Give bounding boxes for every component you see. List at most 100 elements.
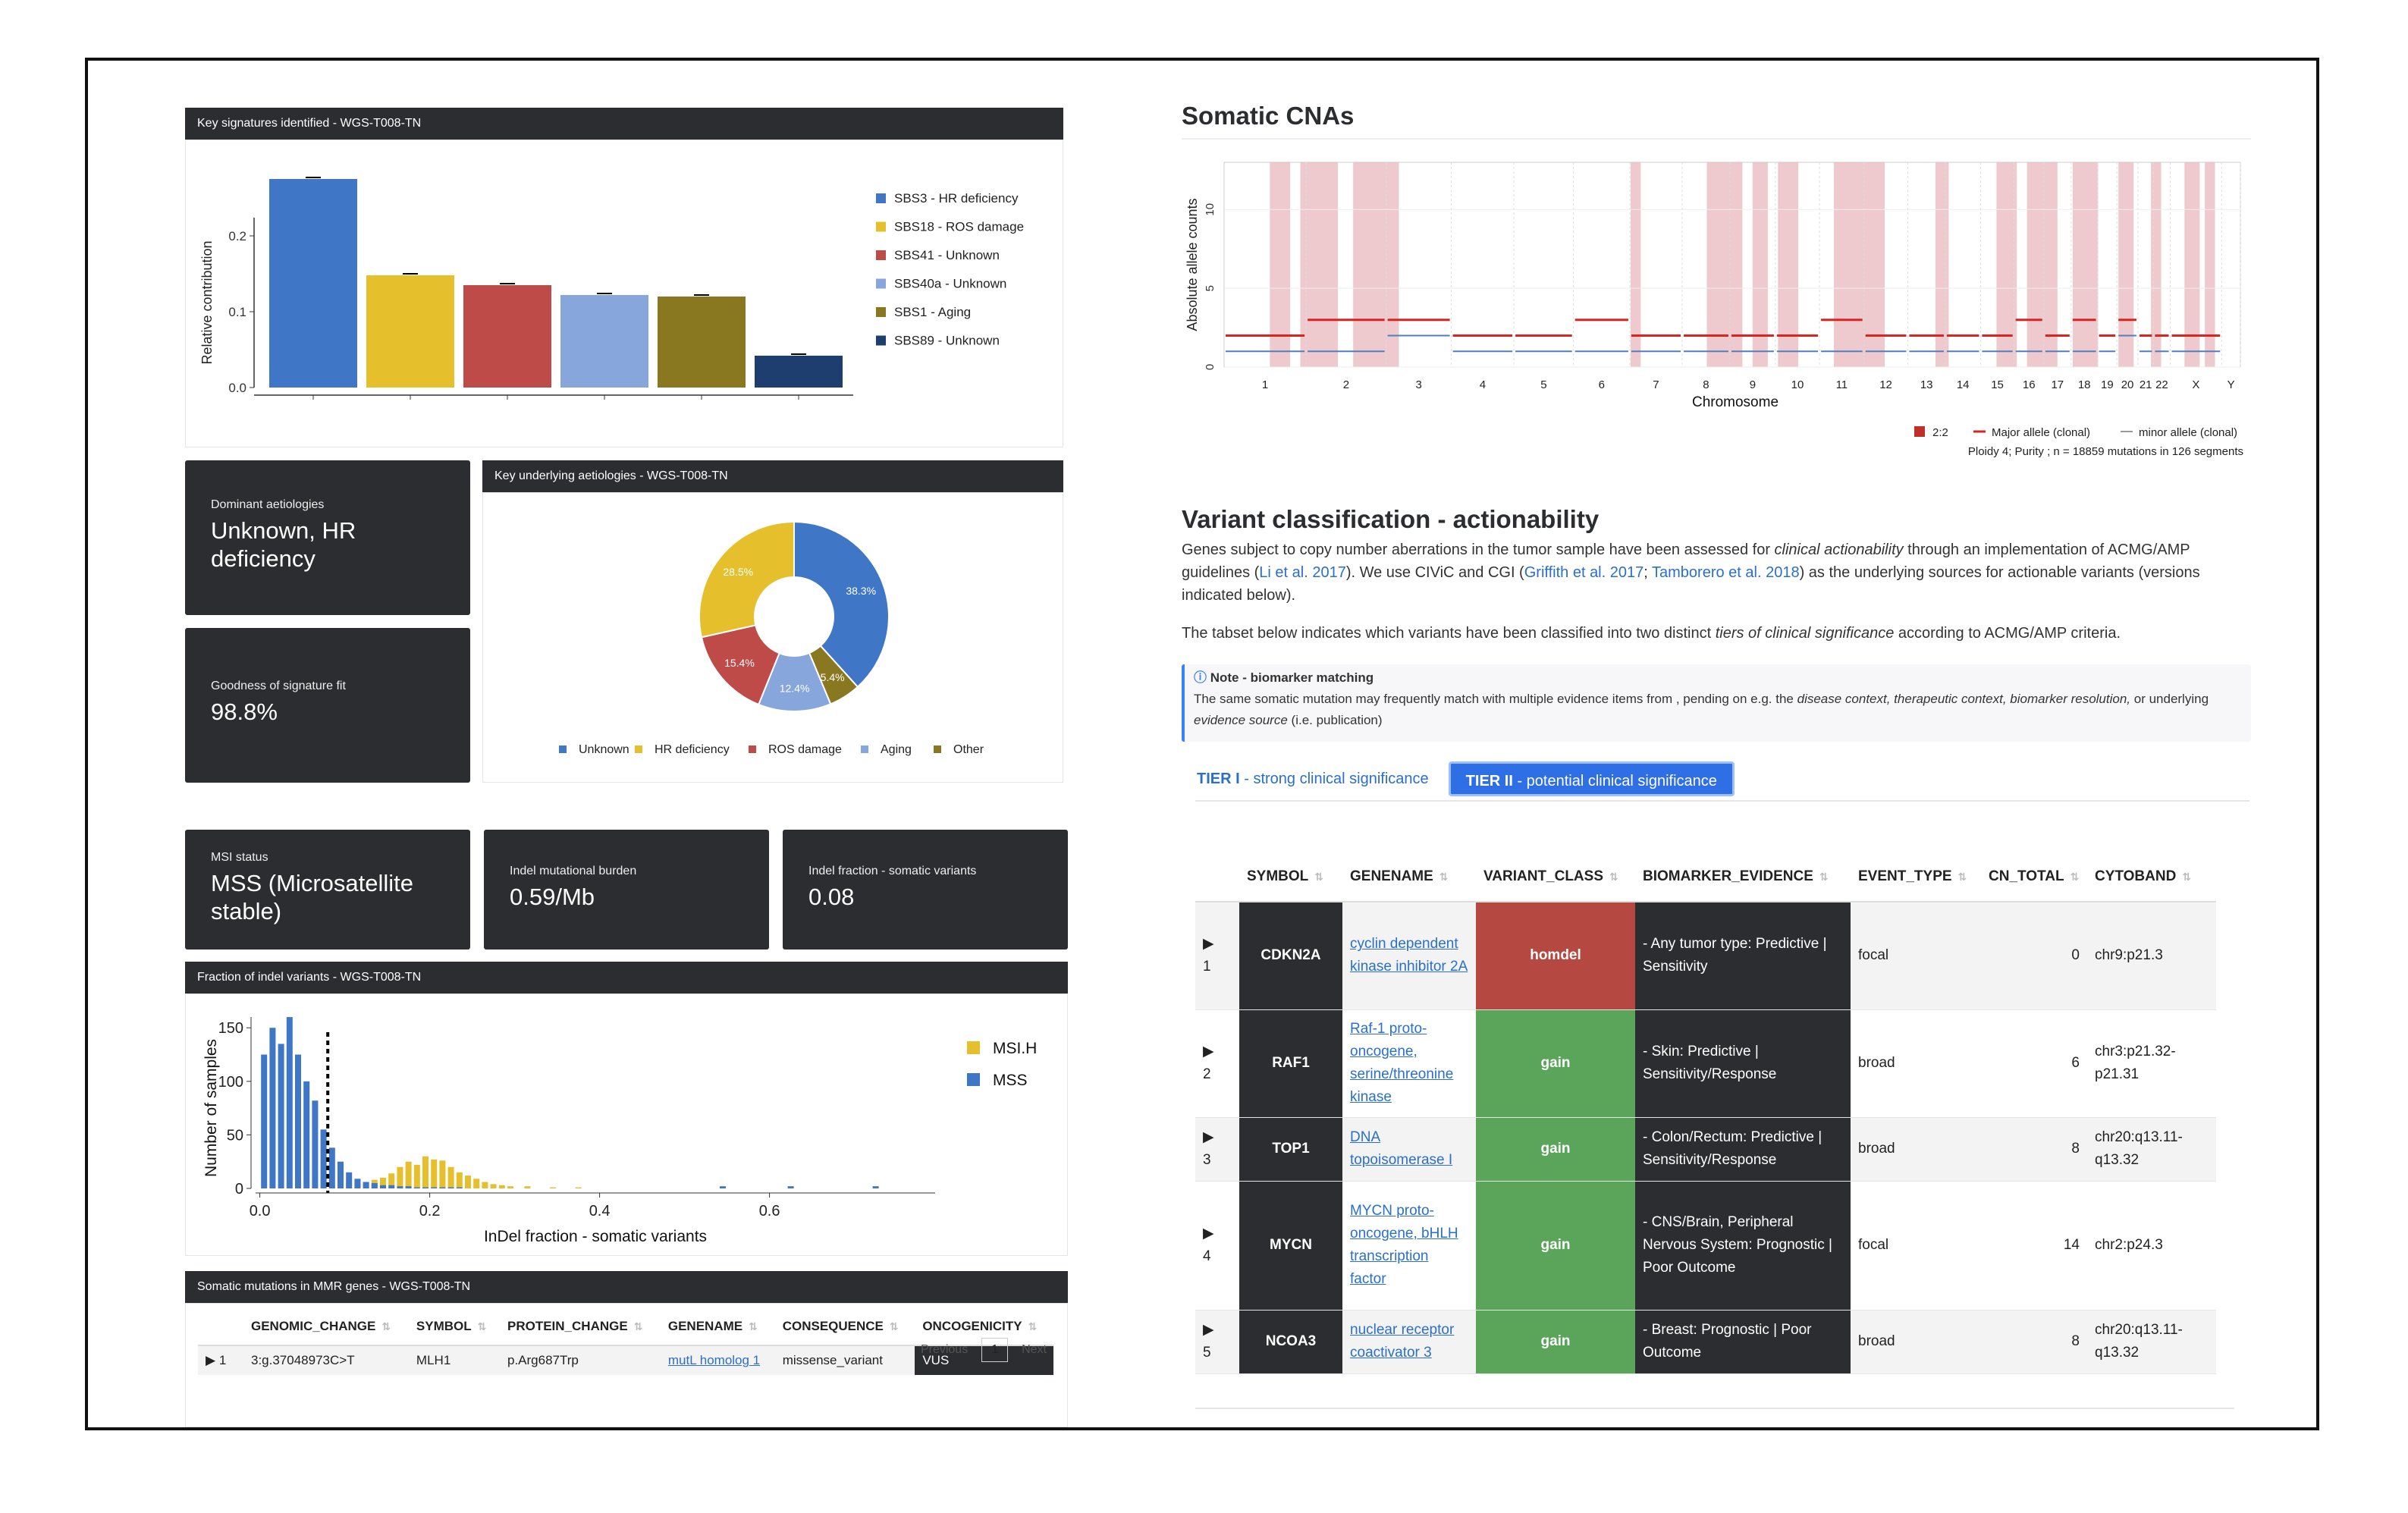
mss-bar [720, 1186, 726, 1188]
legend-label: minor allele (clonal) [2139, 426, 2237, 439]
pager-next[interactable]: Next [1022, 1343, 1047, 1356]
row-genename-link[interactable]: nuclear receptor coactivator 3 [1342, 1310, 1476, 1374]
mss-bar [346, 1172, 353, 1188]
y-axis-label: Number of samples [202, 1039, 220, 1177]
actionability-title: Variant classification - actionability [1182, 505, 1600, 533]
table-row: ▶ 3 TOP1 DNA topoisomerase I gain - Colon… [1195, 1117, 2216, 1182]
mmr-col-blank [198, 1308, 243, 1346]
legend-swatch [876, 250, 886, 260]
mss-bar [363, 1182, 369, 1188]
row-cn-total: 8 [1981, 1310, 2087, 1374]
expand-triangle-icon[interactable]: ▶ [1203, 1322, 1214, 1338]
mmr-col-protein-change[interactable]: PROTEIN_CHANGE ⇅ [500, 1308, 661, 1346]
row-expand[interactable]: ▶ 2 [1195, 1009, 1239, 1118]
msi-bar [397, 1166, 403, 1188]
dominant-aetiologies-card: Dominant aetiologies Unknown, HR deficie… [185, 460, 470, 615]
expand-triangle-icon[interactable]: ▶ [1203, 1226, 1214, 1241]
slice-label: 5.4% [821, 671, 845, 683]
mmr-genename-link[interactable]: mutL homolog 1 [660, 1345, 775, 1375]
vt-col-symbol[interactable]: SYMBOL ⇅ [1239, 852, 1342, 902]
row-genename-link[interactable]: Raf-1 proto-oncogene, serine/threonine k… [1342, 1009, 1476, 1118]
table-row: ▶ 2 RAF1 Raf-1 proto-oncogene, serine/thr… [1195, 1009, 2216, 1118]
donut-slice [699, 520, 795, 639]
legend-swatch [876, 335, 886, 346]
msi-bar [380, 1177, 386, 1188]
vt-col-cn-total[interactable]: CN_TOTAL ⇅ [1981, 852, 2087, 902]
vt-col-biomarker-evidence[interactable]: BIOMARKER_EVIDENCE ⇅ [1635, 852, 1851, 902]
y-tick-label: 150 [218, 1020, 243, 1037]
expand-triangle-icon[interactable]: ▶ [1203, 936, 1214, 953]
cna-shaded-region [1778, 162, 1799, 367]
legend-swatch [749, 746, 756, 753]
y-tick-label: 0.0 [228, 381, 246, 395]
signature-bar [755, 356, 843, 388]
signatures-panel: Key signatures identified - WGS-T008-TN … [185, 108, 1063, 447]
tab-tier-1[interactable]: TIER I - strong clinical significance [1197, 771, 1429, 787]
table-row: ▶ 4 MYCN MYCN proto-oncogene, bHLH transc… [1195, 1181, 2216, 1311]
signature-bar [463, 285, 551, 388]
row-genename-link[interactable]: MYCN proto-oncogene, bHLH transcription … [1342, 1181, 1476, 1311]
legend-label: ROS damage [768, 743, 842, 756]
info-circle-icon: ⓘ [1194, 670, 1207, 685]
row-genename-link[interactable]: DNA topoisomerase I [1342, 1117, 1476, 1182]
ref-tamborero-2018-link[interactable]: Tamborero et al. 2018 [1652, 564, 1800, 581]
donut-slice [793, 520, 890, 689]
x-axis-label: InDel fraction - somatic variants [484, 1228, 707, 1245]
chromosome-label: 9 [1750, 378, 1756, 391]
dominant-aetiologies-label: Dominant aetiologies [211, 498, 325, 511]
legend-swatch [876, 307, 886, 317]
legend-swatch [967, 1041, 980, 1054]
row-expand[interactable]: ▶ 5 [1195, 1310, 1239, 1374]
msi-status-label: MSI status [211, 851, 268, 864]
cna-shaded-region [1353, 162, 1399, 367]
chromosome-label: 1 [1262, 378, 1268, 391]
mmr-col-genomic-change[interactable]: GENOMIC_CHANGE ⇅ [243, 1308, 409, 1346]
chromosome-label: 14 [1957, 378, 1970, 391]
vt-col-variant-class[interactable]: VARIANT_CLASS ⇅ [1476, 852, 1635, 902]
expand-triangle-icon[interactable]: ▶ [1203, 1129, 1214, 1145]
chromosome-label: 18 [2078, 378, 2091, 391]
legend-swatch [967, 1073, 980, 1086]
expand-triangle-icon[interactable]: ▶ [1203, 1044, 1214, 1059]
pager-previous[interactable]: Previous [920, 1343, 969, 1356]
row-variant-class: gain [1476, 1181, 1635, 1311]
row-expand[interactable]: ▶ 3 [1195, 1117, 1239, 1182]
mmr-col-oncogenicity[interactable]: ONCOGENICITY ⇅ [915, 1308, 1053, 1346]
msi-bar [447, 1166, 454, 1188]
mmr-col-consequence[interactable]: CONSEQUENCE ⇅ [774, 1308, 915, 1346]
ref-li-2017-link[interactable]: Li et al. 2017 [1259, 564, 1346, 581]
ref-griffith-2017-link[interactable]: Griffith et al. 2017 [1524, 564, 1644, 581]
row-symbol: MYCN [1239, 1181, 1342, 1311]
tab-tier-2[interactable]: TIER II - potential clinical significanc… [1448, 761, 1735, 796]
expand-triangle-icon[interactable]: ▶ [206, 1353, 216, 1367]
signature-bar [269, 179, 357, 388]
y-tick-label: 10 [1204, 203, 1217, 216]
x-axis-label: Chromosome [1692, 394, 1779, 410]
mmr-col-genename[interactable]: GENENAME ⇅ [660, 1308, 775, 1346]
legend-swatch [876, 278, 886, 289]
row-expand[interactable]: ▶ 1 [1195, 902, 1239, 1010]
chromosome-label: 21 [2140, 378, 2152, 391]
vt-col-event-type[interactable]: EVENT_TYPE ⇅ [1851, 852, 1981, 902]
legend-label: Other [953, 743, 984, 756]
msi-bar [405, 1161, 412, 1188]
mmr-col-symbol[interactable]: SYMBOL ⇅ [408, 1308, 500, 1346]
legend-label: Unknown [579, 743, 629, 756]
mss-bar [388, 1185, 395, 1188]
row-expand[interactable]: ▶ 4 [1195, 1181, 1239, 1311]
legend-label: HR deficiency [655, 743, 730, 756]
mmr-header: Somatic mutations in MMR genes - WGS-T00… [185, 1271, 1068, 1303]
legend-label: SBS40a - Unknown [894, 277, 1006, 291]
mmr-row-expand[interactable]: ▶ 1 [198, 1345, 243, 1375]
vt-col-genename[interactable]: GENENAME ⇅ [1342, 852, 1476, 902]
aetiologies-header: Key underlying aetiologies - WGS-T008-TN [482, 460, 1063, 492]
y-tick-label: 0.2 [228, 229, 246, 243]
legend-label: SBS1 - Aging [894, 305, 971, 319]
row-event-type: broad [1851, 1117, 1981, 1182]
x-tick-label: 0.4 [589, 1203, 611, 1220]
row-genename-link[interactable]: cyclin dependent kinase inhibitor 2A [1342, 902, 1476, 1010]
vt-col-cytoband[interactable]: CYTOBAND ⇅ [2087, 852, 2216, 902]
row-symbol: TOP1 [1239, 1117, 1342, 1182]
chromosome-label: 5 [1540, 378, 1546, 391]
pager-page-1[interactable]: 1 [981, 1338, 1009, 1362]
